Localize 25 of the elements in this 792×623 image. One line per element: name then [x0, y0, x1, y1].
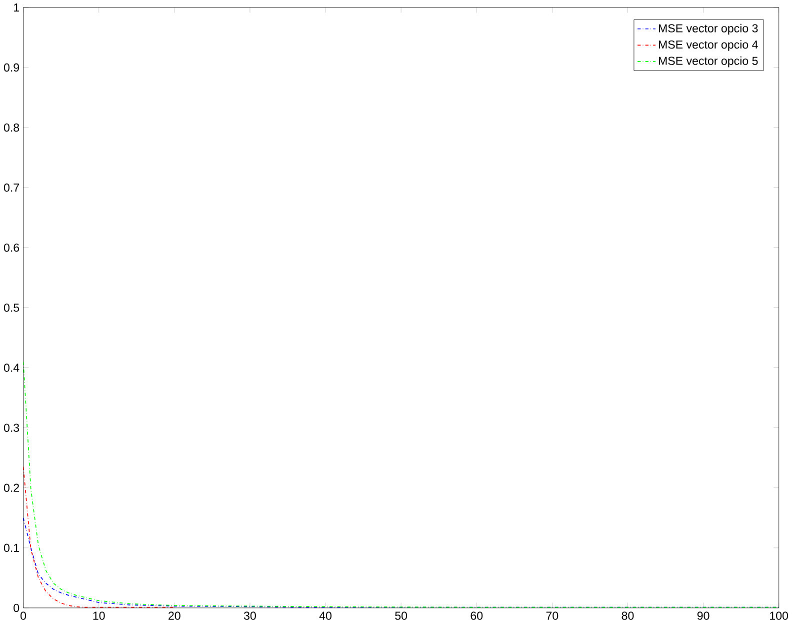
- x-tick-label: 10: [93, 611, 105, 620]
- x-tick-label: 70: [546, 611, 558, 620]
- y-tick-label: 0.3: [4, 424, 20, 432]
- legend-label: MSE vector opcio 3: [658, 24, 758, 35]
- y-tick-label: 0.2: [4, 484, 20, 492]
- y-tick-label: 0.4: [4, 363, 20, 372]
- legend-label: MSE vector opcio 4: [658, 40, 758, 51]
- x-tick-label: 100: [770, 611, 788, 620]
- y-tick-label: 0.1: [4, 544, 20, 552]
- y-tick-label: 0.7: [4, 183, 20, 192]
- y-tick-label: 0.6: [4, 243, 20, 252]
- x-tick-label: 60: [470, 611, 483, 620]
- x-tick-label: 0: [20, 611, 26, 620]
- x-tick-label: 20: [168, 611, 180, 620]
- x-tick-label: 30: [244, 611, 256, 620]
- y-tick-label: 0.5: [4, 303, 20, 312]
- x-tick-label: 80: [622, 611, 634, 620]
- y-tick-label: 0.8: [4, 123, 20, 132]
- x-tick-label: 50: [395, 611, 408, 620]
- legend-label: MSE vector opcio 5: [658, 56, 758, 68]
- y-tick-label: 1: [14, 3, 20, 12]
- x-tick-label: 40: [319, 611, 332, 620]
- x-tick-label: 90: [697, 611, 710, 620]
- y-tick-label: 0.9: [4, 63, 20, 72]
- y-tick-label: 0: [14, 604, 20, 612]
